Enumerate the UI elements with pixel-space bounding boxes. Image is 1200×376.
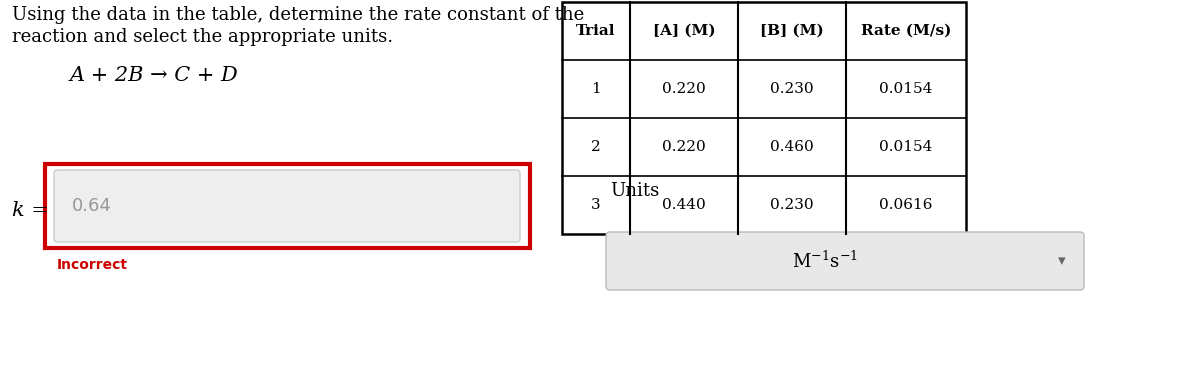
Bar [46, 164, 530, 248]
Text: 0.220: 0.220 [662, 140, 706, 154]
Text: A + 2B → C + D: A + 2B → C + D [70, 66, 239, 85]
Text: [B] (M): [B] (M) [760, 24, 824, 38]
Text: Rate (M/s): Rate (M/s) [860, 24, 952, 38]
Text: 0.230: 0.230 [770, 82, 814, 96]
Text: 0.230: 0.230 [770, 198, 814, 212]
Bar [562, 2, 966, 234]
Text: Incorrect: Incorrect [58, 258, 128, 272]
Text: ▾: ▾ [1058, 253, 1066, 268]
Text: 2: 2 [592, 140, 601, 154]
FancyBboxPatch shape [606, 232, 1084, 290]
Text: 0.64: 0.64 [72, 197, 112, 215]
Text: 0.440: 0.440 [662, 198, 706, 212]
Text: 0.460: 0.460 [770, 140, 814, 154]
Text: 3: 3 [592, 198, 601, 212]
Text: 0.0154: 0.0154 [880, 140, 932, 154]
Text: reaction and select the appropriate units.: reaction and select the appropriate unit… [12, 28, 394, 46]
Text: 0.0616: 0.0616 [880, 198, 932, 212]
Text: Using the data in the table, determine the rate constant of the: Using the data in the table, determine t… [12, 6, 584, 24]
Text: 0.220: 0.220 [662, 82, 706, 96]
Text: k =: k = [12, 202, 49, 220]
Text: [A] (M): [A] (M) [653, 24, 715, 38]
Text: $\mathregular{M^{-1}s^{-1}}$: $\mathregular{M^{-1}s^{-1}}$ [792, 250, 858, 271]
Text: Units: Units [610, 182, 659, 200]
Text: 1: 1 [592, 82, 601, 96]
Text: Trial: Trial [576, 24, 616, 38]
Text: 0.0154: 0.0154 [880, 82, 932, 96]
FancyBboxPatch shape [54, 170, 520, 242]
